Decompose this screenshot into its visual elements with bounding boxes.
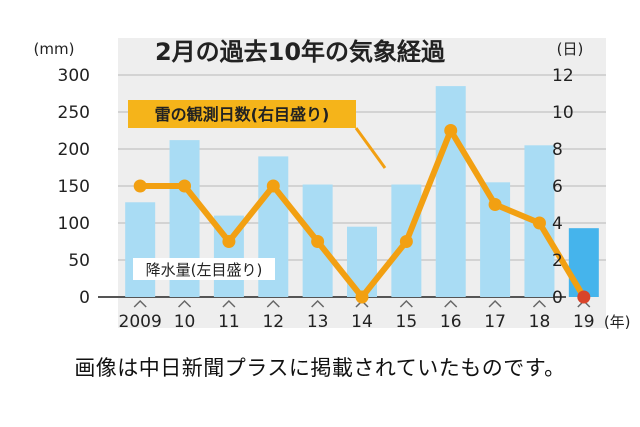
left-axis-unit: (mm) (34, 40, 75, 58)
line-point (355, 290, 369, 304)
right-axis-unit: (日) (557, 40, 584, 58)
line-point (178, 179, 192, 193)
line-point (444, 124, 458, 137)
bar (125, 202, 156, 297)
right-tick-label: 4 (552, 214, 563, 234)
left-tick-label: 150 (58, 177, 90, 197)
right-axis: 12 10 8 6 4 2 0 (552, 66, 574, 308)
legend-line: 雷の観測日数(右目盛り) (128, 100, 387, 169)
right-tick-label: 2 (552, 251, 563, 271)
line-point (133, 179, 147, 193)
legend-bar-label: 降水量(左目盛り) (146, 261, 263, 279)
x-tick-marker (311, 299, 325, 308)
x-tick-label: 16 (440, 312, 462, 332)
x-tick-label: 15 (396, 312, 418, 332)
left-tick-label: 0 (79, 288, 90, 308)
x-tick-label: 11 (218, 312, 240, 332)
left-tick-label: 200 (58, 140, 90, 160)
legend-line-box (128, 100, 356, 128)
chart-title: 2月の過去10年の気象経過 (155, 38, 446, 66)
right-tick-label: 8 (552, 140, 563, 160)
line-point (488, 198, 502, 211)
left-axis: 300 250 200 150 100 50 0 (58, 66, 90, 308)
x-tick-marker (266, 299, 280, 308)
x-tick-label: 14 (351, 312, 373, 332)
bar (435, 86, 466, 297)
line-point (532, 216, 546, 230)
right-tick-label: 0 (552, 288, 563, 308)
x-tick-marker (399, 299, 413, 308)
x-tick-marker (178, 299, 192, 308)
line-point (266, 179, 280, 193)
left-tick-label: 100 (58, 214, 90, 234)
line-point (399, 235, 413, 248)
x-tick-label: 13 (307, 312, 329, 332)
legend-leader-line (354, 127, 387, 169)
x-tick-marker (532, 299, 546, 308)
x-tick-label: 12 (262, 312, 284, 332)
x-tick-marker (444, 299, 458, 308)
x-tick-label: 19 (573, 312, 595, 332)
x-tick-label: 10 (174, 312, 196, 332)
x-tick-label: 18 (529, 312, 551, 332)
x-axis-unit: (年) (604, 313, 631, 331)
legend-bar: 降水量(左目盛り) (133, 258, 275, 280)
x-tick-marker (488, 299, 502, 308)
legend-bar-box (133, 258, 275, 280)
legend-line-label: 雷の観測日数(右目盛り) (155, 105, 330, 124)
left-tick-label: 250 (58, 103, 90, 123)
line-point (577, 290, 591, 304)
line-point (311, 235, 325, 248)
x-tick-marker (222, 299, 236, 308)
right-tick-label: 10 (552, 103, 574, 123)
x-axis: 2009 10 11 12 13 14 15 16 17 18 19 (年) (119, 312, 631, 332)
line-series (133, 124, 591, 304)
right-tick-label: 6 (552, 177, 563, 197)
bar (568, 228, 599, 297)
x-tick-label: 2009 (119, 312, 162, 332)
line-point (222, 235, 236, 248)
x-tick-marker (133, 299, 147, 308)
image-caption: 画像は中日新聞プラスに掲載されていたものです。 (74, 356, 566, 380)
left-tick-label: 50 (68, 251, 90, 271)
left-tick-label: 300 (58, 66, 90, 86)
x-tick-label: 17 (484, 312, 506, 332)
right-tick-label: 12 (552, 66, 574, 86)
